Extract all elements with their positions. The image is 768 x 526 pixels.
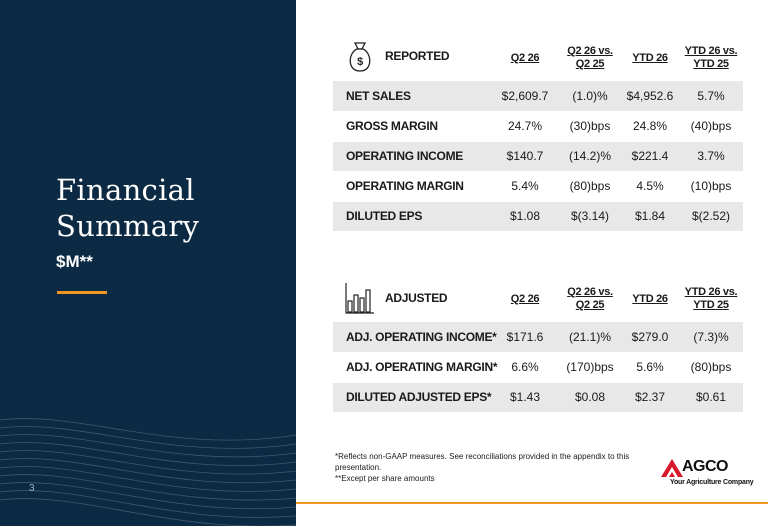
reported-header-cell: $ REPORTED — [333, 35, 491, 81]
bottom-accent-bar — [296, 502, 768, 504]
cell-value: $1.43 — [491, 382, 559, 413]
row-label: OPERATING INCOME — [333, 141, 491, 172]
cell-value: 5.4% — [491, 171, 559, 202]
row-label: DILUTED EPS — [333, 201, 491, 232]
agco-logo: AGCO Your Agriculture Company — [659, 454, 754, 492]
table-row: NET SALES $2,609.7 (1.0)% $4,952.6 5.7% — [333, 81, 743, 112]
cell-value: $1.84 — [621, 201, 679, 232]
cell-value: $279.0 — [621, 322, 679, 353]
wave-lines-decoration — [0, 418, 296, 526]
table-row: ADJ. OPERATING INCOME* $171.6 (21.1)% $2… — [333, 322, 743, 353]
cell-value: $140.7 — [491, 141, 559, 172]
col-header-q2: Q2 26 — [510, 51, 540, 64]
cell-value: (40)bps — [679, 111, 743, 142]
col-header-ytd-vs: YTD 26 vs. YTD 25 — [684, 286, 738, 311]
cell-value: (80)bps — [559, 171, 621, 202]
cell-value: $221.4 — [621, 141, 679, 172]
table-row: DILUTED EPS $1.08 $(3.14) $1.84 $(2.52) — [333, 201, 743, 232]
col-header-ytd: YTD 26 — [632, 292, 668, 305]
cell-value: 5.7% — [679, 81, 743, 112]
cell-value: (30)bps — [559, 111, 621, 142]
reported-title: REPORTED — [385, 49, 450, 63]
cell-value: 24.8% — [621, 111, 679, 142]
cell-value: (21.1)% — [559, 322, 621, 353]
left-panel: Financial Summary $M** 3 — [0, 0, 296, 526]
page-title: Financial Summary — [56, 173, 200, 243]
cell-value: $0.08 — [559, 382, 621, 413]
cell-value: 5.6% — [621, 352, 679, 383]
cell-value: $2,609.7 — [491, 81, 559, 112]
cell-value: 4.5% — [621, 171, 679, 202]
row-label: OPERATING MARGIN — [333, 171, 491, 202]
col-header-q2: Q2 26 — [510, 292, 540, 305]
table-row: ADJ. OPERATING MARGIN* 6.6% (170)bps 5.6… — [333, 352, 743, 383]
row-label: GROSS MARGIN — [333, 111, 491, 142]
row-label: ADJ. OPERATING MARGIN* — [333, 352, 497, 383]
cell-value: (80)bps — [679, 352, 743, 383]
logo-name: AGCO — [682, 458, 729, 475]
cell-value: 6.6% — [491, 352, 559, 383]
cell-value: $1.08 — [491, 201, 559, 232]
cell-value: $171.6 — [491, 322, 559, 353]
row-label: NET SALES — [333, 81, 491, 112]
footnote-per-share: **Except per share amounts — [335, 474, 435, 483]
cell-value: 3.7% — [679, 141, 743, 172]
footnotes: *Reflects non-GAAP measures. See reconci… — [335, 451, 635, 484]
adjusted-table: ADJUSTED Q2 26 Q2 26 vs. Q2 25 YTD 26 YT… — [333, 276, 743, 413]
cell-value: (7.3)% — [679, 322, 743, 353]
page-subtitle: $M** — [56, 252, 93, 271]
cell-value: (1.0)% — [559, 81, 621, 112]
row-label: ADJ. OPERATING INCOME* — [333, 322, 497, 353]
svg-text:$: $ — [357, 56, 363, 68]
cell-value: $2.37 — [621, 382, 679, 413]
row-label: DILUTED ADJUSTED EPS* — [333, 382, 492, 413]
col-header-q2-vs: Q2 26 vs. Q2 25 — [567, 286, 613, 311]
cell-value: (14.2)% — [559, 141, 621, 172]
col-header-q2-vs: Q2 26 vs. Q2 25 — [567, 45, 613, 70]
col-header-ytd-vs: YTD 26 vs. YTD 25 — [684, 45, 738, 70]
cell-value: $(2.52) — [679, 201, 743, 232]
cell-value: (170)bps — [559, 352, 621, 383]
table-row: OPERATING MARGIN 5.4% (80)bps 4.5% (10)b… — [333, 171, 743, 202]
cell-value: $4,952.6 — [621, 81, 679, 112]
cell-value: $0.61 — [679, 382, 743, 413]
cell-value: $(3.14) — [559, 201, 621, 232]
table-row: GROSS MARGIN 24.7% (30)bps 24.8% (40)bps — [333, 111, 743, 142]
money-bag-icon: $ — [345, 40, 375, 78]
cell-value: (10)bps — [679, 171, 743, 202]
reported-table: $ REPORTED Q2 26 Q2 26 vs. Q2 25 YTD 26 … — [333, 35, 743, 232]
table-row: OPERATING INCOME $140.7 (14.2)% $221.4 3… — [333, 141, 743, 172]
page-number: 3 — [29, 483, 35, 494]
footnote-non-gaap: *Reflects non-GAAP measures. See reconci… — [335, 452, 630, 472]
col-header-ytd: YTD 26 — [632, 51, 668, 64]
accent-divider — [57, 291, 107, 294]
table-row: DILUTED ADJUSTED EPS* $1.43 $0.08 $2.37 … — [333, 382, 743, 413]
cell-value: 24.7% — [491, 111, 559, 142]
agco-logo-mark-icon — [661, 459, 683, 477]
adjusted-title: ADJUSTED — [385, 291, 448, 305]
bar-chart-icon — [345, 281, 375, 319]
adjusted-header-cell: ADJUSTED — [333, 276, 491, 322]
logo-tagline: Your Agriculture Company — [670, 479, 754, 486]
